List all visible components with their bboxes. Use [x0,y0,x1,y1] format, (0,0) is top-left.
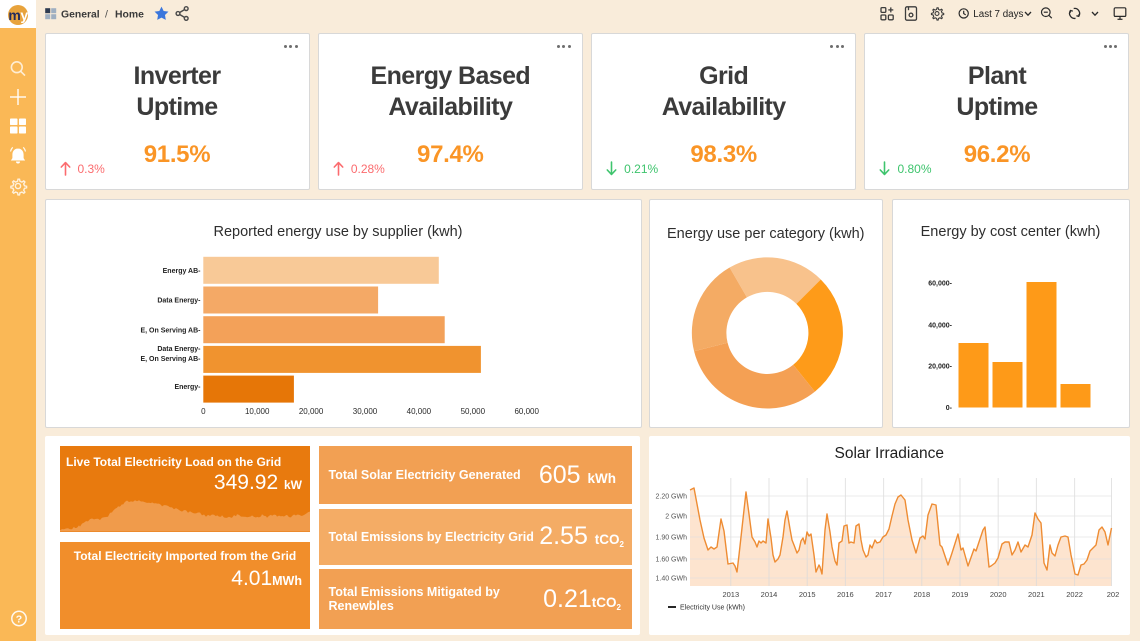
svg-text:Home: Home [115,10,144,21]
svg-text:/: / [105,9,108,21]
svg-text:General: General [61,10,100,21]
svg-text:Last 7 days: Last 7 days [973,9,1023,20]
svg-text:?: ? [16,614,22,626]
